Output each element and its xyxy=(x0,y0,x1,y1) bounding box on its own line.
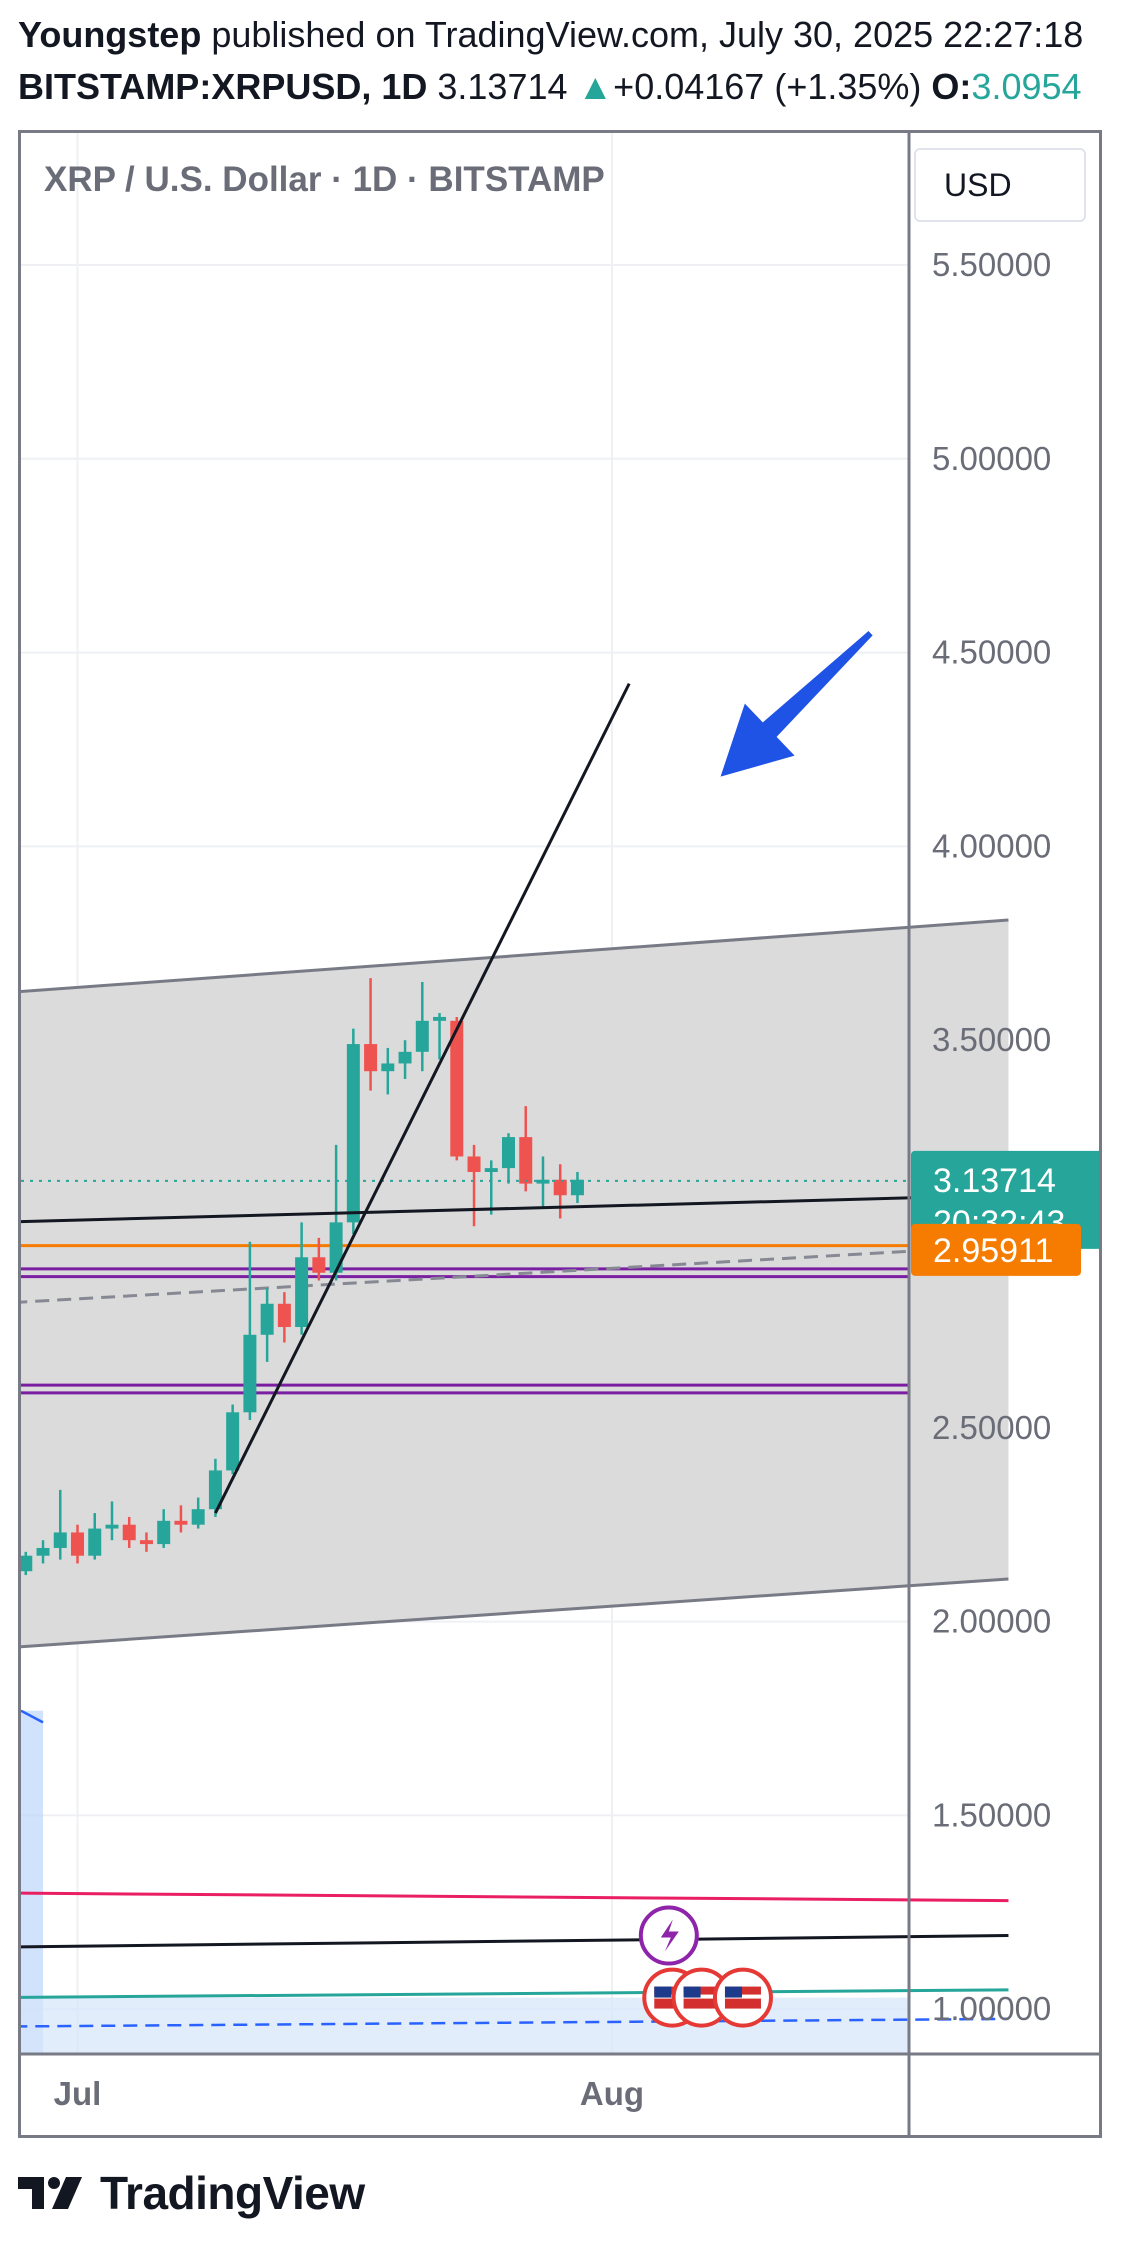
symbol-line: BITSTAMP:XRPUSD, 1D 3.13714 ▲+0.04167 (+… xyxy=(18,66,1082,108)
price-tick-label: 5.50000 xyxy=(932,246,1051,283)
candle-down xyxy=(519,1137,533,1184)
channel-fill xyxy=(21,920,1009,1647)
tradingview-logo-icon[interactable] xyxy=(18,2173,88,2213)
current-price-label: 3.13714 xyxy=(933,1162,1056,1200)
flag-stripe-white xyxy=(724,1994,761,1999)
published-text: published on TradingView.com, July 30, 2… xyxy=(201,14,1084,55)
price-tick-label: 1.00000 xyxy=(932,1990,1051,2027)
author-name[interactable]: Youngstep xyxy=(18,14,202,55)
us-flag-event-icon xyxy=(712,1967,773,2028)
price-tick-label: 5.00000 xyxy=(932,440,1051,477)
candle-up xyxy=(105,1524,119,1529)
open-value: 3.0954 xyxy=(971,66,1082,107)
candle-up xyxy=(88,1528,102,1556)
candle-up xyxy=(157,1520,171,1545)
support-line xyxy=(21,1193,1009,1224)
channel-lower-line xyxy=(21,1577,1009,1649)
candle-up xyxy=(260,1303,274,1335)
earnings-event-icon xyxy=(638,1905,699,1966)
candle-up xyxy=(53,1532,67,1548)
candle-down xyxy=(277,1303,291,1328)
us-flag-event-icon xyxy=(671,1967,732,2028)
indicator-red-line xyxy=(21,1891,1009,1903)
volume-area xyxy=(21,1710,44,2053)
price-tick-label: 2.00000 xyxy=(932,1603,1051,1640)
level-price-badge xyxy=(911,1223,1081,1276)
publish-line: Youngstep published on TradingView.com, … xyxy=(18,14,1083,56)
candle-down xyxy=(364,1044,378,1072)
candle-up xyxy=(484,1168,498,1172)
footer: TradingView xyxy=(18,2166,365,2220)
candle-up xyxy=(502,1137,515,1169)
flag-canton xyxy=(654,1986,672,1998)
candle-up xyxy=(21,1555,33,1572)
time-tick-label: Jul xyxy=(54,2075,102,2112)
candle-up xyxy=(346,1044,360,1223)
candle-up xyxy=(329,1222,343,1273)
chart-frame[interactable]: 5.500005.000004.500004.000003.500003.000… xyxy=(18,130,1102,2138)
candle-up xyxy=(295,1257,309,1328)
chart-legend-title: XRP / U.S. Dollar · 1D · BITSTAMP xyxy=(44,160,605,199)
price-change: +0.04167 (+1.35%) xyxy=(613,66,922,107)
change-arrow-icon: ▲ xyxy=(577,66,614,107)
open-label: O: xyxy=(931,66,972,107)
candle-down xyxy=(71,1532,84,1556)
indicator-black-line xyxy=(21,1934,1009,1949)
trend-line xyxy=(214,682,631,1514)
candle-up xyxy=(536,1179,550,1184)
candle-up xyxy=(243,1334,257,1413)
indicator-teal-line xyxy=(21,1988,1009,1999)
price-chart[interactable]: 5.500005.000004.500004.000003.500003.000… xyxy=(21,133,1102,2138)
price-tick-label: 1.50000 xyxy=(932,1796,1051,1833)
candle-down xyxy=(139,1540,153,1545)
candle-up xyxy=(36,1547,50,1556)
candle-up xyxy=(191,1509,205,1525)
candle-up xyxy=(208,1470,222,1510)
last-price: 3.13714 xyxy=(437,66,568,107)
price-tick-label: 4.00000 xyxy=(932,827,1051,864)
candle-down xyxy=(450,1020,464,1157)
lightning-icon xyxy=(660,1919,679,1952)
volume-area-edge xyxy=(21,1709,44,1724)
arrow-annotation-icon xyxy=(720,631,873,777)
candle-down xyxy=(312,1257,326,1273)
currency-button[interactable]: USD xyxy=(914,148,1086,222)
time-tick-label: Aug xyxy=(580,2075,644,2112)
level-price-label: 2.95911 xyxy=(933,1232,1053,1270)
price-tick-label: 2.50000 xyxy=(932,1409,1051,1446)
price-tick-label: 4.50000 xyxy=(932,634,1051,671)
candle-up xyxy=(415,1020,429,1052)
candle-down xyxy=(122,1524,136,1541)
price-tick-label: 3.50000 xyxy=(932,1021,1051,1058)
flag-canton xyxy=(724,1986,742,1998)
candle-up xyxy=(398,1051,412,1064)
candle-up xyxy=(433,1016,447,1021)
candle-up xyxy=(226,1412,240,1471)
candle-up xyxy=(381,1063,395,1072)
tradingview-brand[interactable]: TradingView xyxy=(100,2167,365,2219)
channel-upper-line xyxy=(21,918,1009,994)
candle-down xyxy=(553,1179,567,1196)
indicator-blue-dashed-line xyxy=(21,2017,1009,2028)
candle-down xyxy=(467,1156,481,1172)
flag-canton xyxy=(683,1986,701,1998)
flag-stripe-white xyxy=(683,1994,720,1999)
dashed-trend-line xyxy=(21,1244,1009,1304)
symbol-name: BITSTAMP:XRPUSD, 1D xyxy=(18,66,428,107)
candle-down xyxy=(174,1520,188,1525)
candle-up xyxy=(570,1179,584,1196)
